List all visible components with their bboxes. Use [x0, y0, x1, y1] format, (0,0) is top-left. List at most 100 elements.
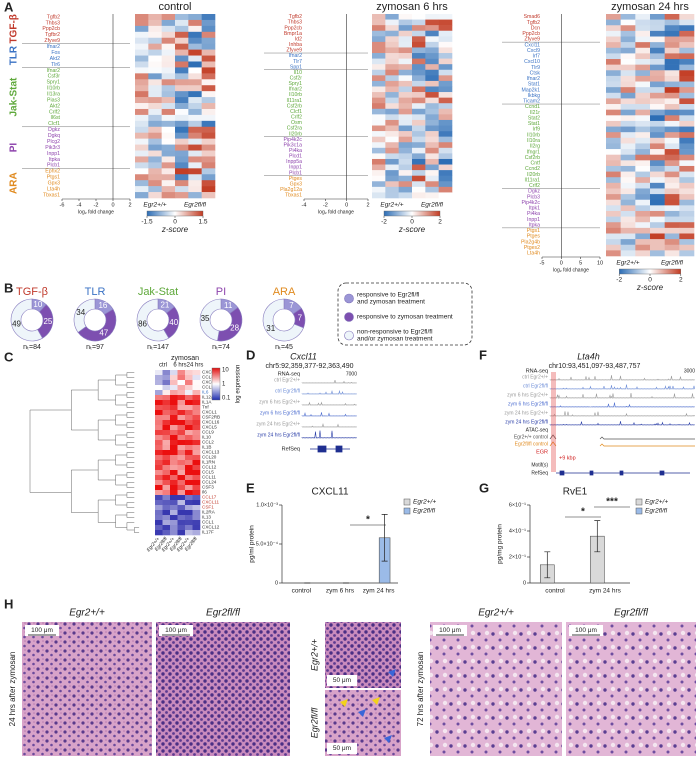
heatmap-cell — [177, 460, 186, 466]
gene-label: Cxcl10 — [524, 59, 540, 65]
heatmap-cell — [650, 143, 665, 150]
heatmap-cell — [398, 158, 413, 165]
heatmap-cell — [188, 144, 202, 151]
heatmap-cell — [170, 510, 178, 516]
coverage-track — [301, 389, 357, 395]
track-label: zym 6 hrs Egr2fl/fl — [260, 410, 300, 416]
pathway-label: TGF-β — [9, 14, 20, 43]
legend-label: Egr2+/+ — [413, 499, 436, 506]
heatmap-cell — [425, 86, 439, 93]
gene-label: Ifnar2 — [289, 87, 302, 93]
gene-label: IL6 — [202, 390, 209, 395]
heatmap-cell — [175, 108, 189, 116]
gene-label: CCL22 — [202, 385, 217, 390]
heatmap-cell — [201, 103, 216, 110]
coverage-track — [549, 411, 695, 417]
heatmap-cell — [664, 160, 680, 167]
heatmap-cell — [192, 375, 201, 381]
heatmap-cell — [664, 59, 680, 65]
heatmap-cell — [635, 109, 651, 116]
heatmap-cell — [135, 144, 149, 151]
heatmap-cell — [201, 150, 216, 157]
heatmap-cell — [177, 375, 186, 381]
scale-label: z-score — [161, 225, 189, 234]
scale-bar-label: 50 μm — [333, 677, 351, 684]
heatmap-cell — [412, 147, 426, 154]
heatmap-cell — [438, 30, 453, 37]
heatmap-cell — [438, 181, 453, 188]
heatmap-cell — [201, 25, 216, 33]
gene-label: CSF1 — [202, 505, 214, 510]
heatmap-cell — [664, 64, 680, 71]
heatmap-cell — [398, 103, 413, 110]
heatmap-cell — [135, 162, 149, 169]
dendrogram — [115, 414, 127, 426]
heatmap-cell — [606, 87, 621, 94]
genotype-label: Egr2fl/fl — [184, 202, 207, 209]
gene-label: Smad6 — [524, 14, 541, 20]
heatmap-cell — [177, 400, 186, 406]
heatmap-cell — [188, 132, 202, 139]
y-tick-label: 5.0×10⁻⁴ — [256, 540, 279, 547]
heatmap-cell — [664, 227, 680, 234]
heatmap-cell — [606, 120, 621, 127]
heatmap-cell — [185, 440, 193, 446]
axis-label: log₂ fold change — [553, 267, 589, 273]
heatmap-cell — [201, 168, 216, 175]
heatmap-cell — [412, 114, 426, 121]
heatmap-cell — [148, 132, 162, 139]
x-tick-label: 10 — [597, 260, 603, 266]
heatmap-cell — [650, 244, 665, 251]
heatmap-cell — [372, 75, 386, 82]
heatmap-cell — [148, 67, 162, 74]
heatmap-cell — [385, 64, 399, 71]
heatmap-cell — [664, 132, 680, 139]
heatmap-cell — [201, 120, 216, 128]
dendrogram — [126, 462, 135, 468]
scale-tick-label: 0 — [410, 219, 414, 226]
panel-label: A — [4, 0, 14, 14]
heatmap-cell — [650, 171, 665, 178]
gene-label: Csf3r — [48, 74, 61, 80]
heatmap-cell — [185, 495, 193, 501]
heatmap-cell — [385, 136, 399, 143]
heatmap-cell — [635, 194, 651, 201]
scale-tick-label: 0 — [173, 219, 177, 226]
heatmap-cell — [438, 119, 453, 126]
assay-label: RNA-seq — [278, 371, 300, 377]
heatmap-cell — [372, 158, 386, 165]
heatmap-cell — [620, 36, 636, 43]
heatmap-cell — [192, 370, 201, 376]
heatmap-cell — [135, 192, 149, 199]
heatmap-cell — [135, 180, 149, 187]
heatmap-cell — [664, 239, 680, 246]
track-label: Egr2+/+ control — [514, 434, 548, 440]
heatmap-cell — [192, 415, 201, 421]
heatmap-cell — [372, 97, 386, 104]
heatmap-cell — [620, 92, 636, 99]
heatmap-cell — [679, 30, 695, 37]
heatmap-cell — [161, 14, 176, 21]
gene-label: CCL11 — [202, 475, 216, 480]
heatmap-cell — [185, 480, 193, 486]
heatmap-cell — [161, 162, 176, 169]
heatmap-cell — [650, 109, 665, 116]
gene-label: Il10rb — [527, 132, 540, 138]
heatmap-cell — [385, 36, 399, 43]
heatmap-cell — [170, 465, 178, 471]
dendrogram — [126, 482, 135, 488]
gene-label: CXCL12 — [202, 525, 220, 530]
heatmap-cell — [155, 370, 163, 376]
heatmap-cell — [185, 510, 193, 516]
heatmap-cell — [170, 495, 178, 501]
heatmap-cell — [170, 415, 178, 421]
heatmap-cell — [385, 86, 399, 93]
heatmap-cell — [175, 19, 189, 27]
heatmap-cell — [650, 120, 665, 127]
scale-bar-label: 100 μm — [31, 627, 53, 634]
gene-label: Il10rb — [47, 86, 60, 92]
heatmap-cell — [425, 175, 439, 182]
heatmap-cell — [177, 475, 186, 481]
gene-label: Dgkq — [48, 133, 60, 139]
heatmap-cell — [148, 25, 162, 33]
